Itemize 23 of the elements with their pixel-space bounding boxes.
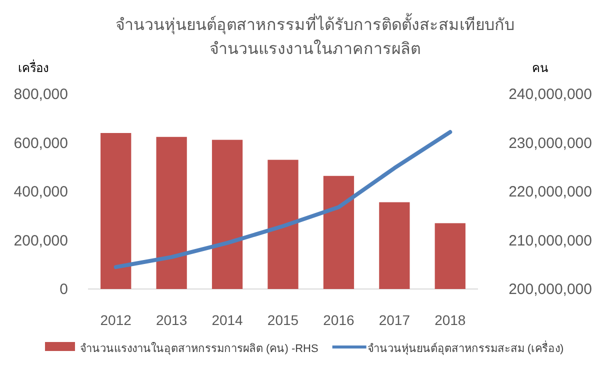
line-series bbox=[114, 130, 452, 270]
y2-tick-label: 210,000,000 bbox=[508, 232, 592, 250]
y-tick-label: 200,000 bbox=[14, 232, 68, 250]
y2-tick-label: 200,000,000 bbox=[508, 281, 592, 298]
y-tick-label: 400,000 bbox=[14, 184, 68, 200]
legend-label: จำนวนแรงงานในอุตสาหกรรมการผลิต (คน) -RHS bbox=[80, 342, 318, 355]
y-axis-title: เครื่อง bbox=[18, 59, 49, 75]
x-tick-label: 2018 bbox=[434, 312, 466, 328]
y2-tick-label: 220,000,000 bbox=[508, 184, 592, 200]
x-tick-label: 2017 bbox=[378, 312, 410, 328]
x-tick-label: 2016 bbox=[323, 312, 354, 328]
y-tick-label: 600,000 bbox=[14, 134, 68, 152]
legend-label: จำนวนหุ่นยนต์อุตสาหกรรมสะสม (เครื่อง) bbox=[367, 340, 564, 355]
x-tick-label: 2013 bbox=[156, 312, 188, 328]
x-tick-label: 2015 bbox=[267, 312, 299, 328]
x-tick-label: 2014 bbox=[212, 312, 244, 328]
y-tick-label: 0 bbox=[60, 281, 68, 298]
y2-tick-label: 240,000,000 bbox=[508, 86, 592, 103]
y2-axis-title: คน bbox=[532, 61, 548, 75]
y-tick-label: 800,000 bbox=[14, 86, 68, 103]
y2-tick-label: 230,000,000 bbox=[508, 134, 592, 152]
chart-title: จำนวนหุ่นยนต์อุตสาหกรรมที่ได้รับการติดตั้งสะสมเทียบกับจำนวนแรงงานในภาคการผลิต bbox=[114, 14, 516, 60]
x-tick-label: 2012 bbox=[100, 312, 132, 328]
